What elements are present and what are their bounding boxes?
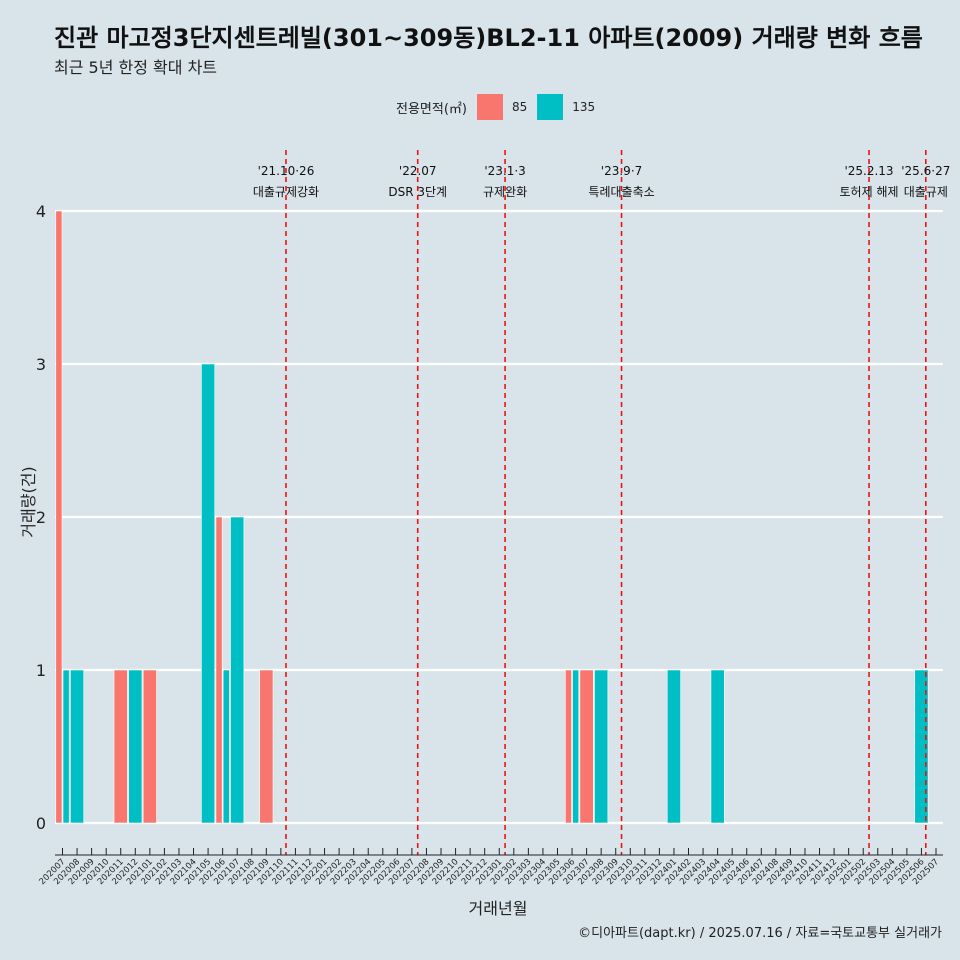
bar-135-202106 bbox=[222, 669, 230, 824]
legend-key-85 bbox=[476, 94, 503, 120]
bar-135-202007 bbox=[62, 669, 70, 824]
event-label-5: 대출규제 bbox=[904, 185, 948, 199]
bar-135-202107 bbox=[230, 516, 245, 824]
event-date-3: '23.9·7 bbox=[601, 164, 642, 178]
bar-135-202308 bbox=[594, 669, 609, 824]
bar-135-202105 bbox=[201, 363, 216, 824]
bar-85-202306 bbox=[565, 669, 572, 824]
bar-85-202109 bbox=[259, 669, 274, 824]
chart-title: 진관 마고정3단지센트레빌(301~309동)BL2-11 아파트(2009) … bbox=[54, 24, 923, 52]
chart-subtitle: 최근 5년 한정 확대 차트 bbox=[54, 58, 218, 77]
event-date-1: '22.07 bbox=[399, 164, 437, 178]
event-label-1: DSR 3단계 bbox=[388, 185, 447, 199]
bar-135-202008 bbox=[70, 669, 85, 824]
y-tick-label-2: 2 bbox=[36, 508, 46, 527]
bar-85-202106 bbox=[215, 516, 223, 824]
event-label-0: 대출규제강화 bbox=[253, 185, 319, 199]
y-tick-label-4: 4 bbox=[36, 202, 46, 221]
event-date-5: '25.6·27 bbox=[901, 164, 950, 178]
event-date-4: '25.2.13 bbox=[844, 164, 893, 178]
bar-135-202506 bbox=[914, 669, 929, 824]
bar-135-202306 bbox=[572, 669, 580, 824]
y-tick-label-1: 1 bbox=[36, 661, 46, 680]
event-label-4: 토허제 해제 bbox=[840, 185, 899, 199]
bar-135-202401 bbox=[666, 669, 681, 824]
bar-135-202404 bbox=[710, 669, 725, 824]
event-label-2: 규제완화 bbox=[483, 185, 527, 199]
legend-title: 전용면적(㎡) bbox=[396, 101, 467, 117]
bar-85-202011 bbox=[113, 669, 128, 824]
bar-85-202007 bbox=[55, 210, 63, 824]
legend-label-85: 85 bbox=[511, 100, 528, 114]
y-axis-title: 거래량(건) bbox=[19, 466, 38, 537]
legend-label-135: 135 bbox=[572, 100, 596, 114]
legend-key-135 bbox=[537, 94, 564, 120]
bar-85-202307 bbox=[579, 669, 594, 824]
bar-135-202012 bbox=[128, 669, 143, 824]
x-axis-title: 거래년월 bbox=[469, 899, 528, 918]
legend: 전용면적(㎡) 85 135 bbox=[396, 93, 605, 121]
event-label-3: 특례대출축소 bbox=[588, 185, 654, 199]
source-credit: ©디아파트(dapt.kr) / 2025.07.16 / 자료=국토교통부 실… bbox=[578, 926, 942, 941]
event-date-0: '21.10·26 bbox=[258, 164, 315, 178]
y-tick-label-0: 0 bbox=[36, 814, 46, 833]
y-tick-label-3: 3 bbox=[36, 355, 46, 374]
bar-85-202101 bbox=[142, 669, 157, 824]
event-date-2: '23.1·3 bbox=[484, 164, 525, 178]
